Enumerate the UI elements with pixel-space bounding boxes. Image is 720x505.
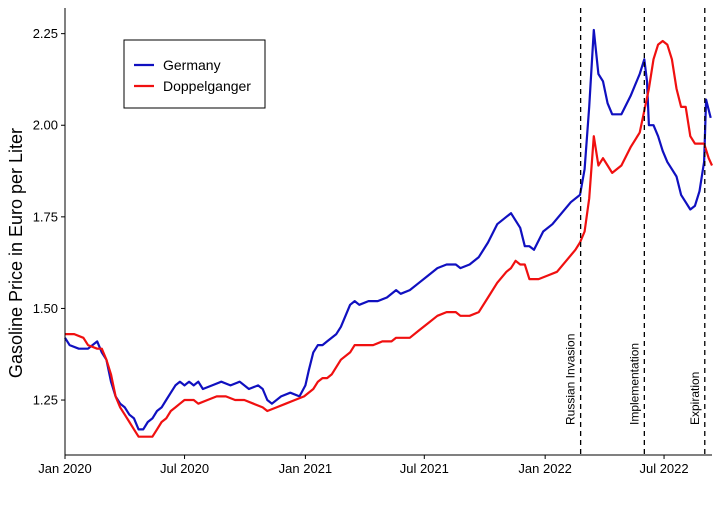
x-tick-label: Jul 2020	[160, 461, 209, 476]
x-tick-label: Jul 2021	[400, 461, 449, 476]
legend: Germany Doppelganger	[123, 39, 266, 109]
y-tick-label: 2.00	[33, 118, 58, 133]
series-line-germany	[64, 28, 712, 431]
y-axis-title: Gasoline Price in Euro per Liter	[6, 128, 26, 378]
x-tick-label: Jul 2022	[639, 461, 688, 476]
x-tick-label: Jan 2021	[279, 461, 333, 476]
x-tick-label: Jan 2022	[518, 461, 572, 476]
y-tick-label: 1.25	[33, 393, 58, 408]
legend-label: Germany	[163, 57, 221, 73]
axes-layer: 1.25 1.50 1.75 2.00 2.25 Jan 2020 Jul 2020 Jan …	[33, 8, 712, 476]
annotation-label: Russian Invasion	[564, 334, 578, 425]
legend-label: Doppelganger	[163, 78, 251, 94]
legend-box	[123, 39, 266, 109]
series-line-doppelganger	[65, 39, 714, 438]
annotation-label: Expiration	[688, 372, 702, 425]
series-layer	[64, 28, 714, 438]
annotation-layer: Russian Invasion Implementation Expiration	[564, 8, 706, 455]
annotation-label: Implementation	[627, 343, 641, 425]
y-tick-label: 1.50	[33, 301, 58, 316]
y-tick-label: 1.75	[33, 209, 58, 224]
y-tick-label: 2.25	[33, 26, 58, 41]
x-tick-label: Jan 2020	[38, 461, 92, 476]
